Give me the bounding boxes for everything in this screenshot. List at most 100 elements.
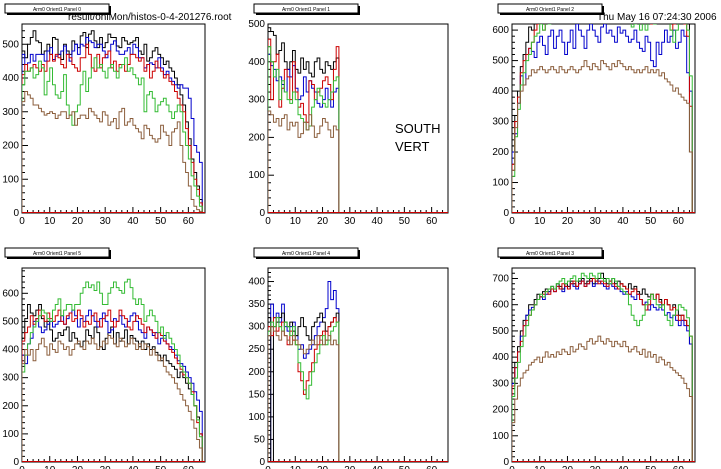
x-tick-label: 30 (100, 465, 112, 469)
x-tick-label: 20 (562, 465, 574, 469)
series-brown (268, 110, 340, 213)
y-tick-label: 100 (2, 429, 19, 440)
y-tick-label: 100 (2, 174, 19, 185)
histogram-panel-3: Arm0 Orient1 Panel 501020304050600100200… (2, 247, 206, 469)
series-brown (268, 326, 340, 462)
x-tick-label: 10 (44, 465, 56, 469)
y-tick-label: 500 (2, 316, 19, 327)
series-green (512, 24, 693, 213)
x-tick-label: 20 (562, 216, 574, 227)
x-tick-label: 40 (372, 216, 384, 227)
x-tick-label: 60 (673, 216, 685, 227)
y-tick-label: 300 (248, 322, 265, 333)
y-tick-label: 400 (2, 345, 19, 356)
x-tick-label: 30 (590, 216, 602, 227)
y-tick-label: 200 (2, 401, 19, 412)
y-tick-label: 200 (492, 147, 509, 158)
x-tick-label: 0 (19, 465, 25, 469)
chart-title: Arm0 Orient1 Panel 3 (526, 251, 574, 257)
y-tick-label: 300 (2, 107, 19, 118)
plot-frame (267, 267, 449, 463)
series-brown (512, 335, 693, 462)
x-tick-label: 10 (44, 216, 56, 227)
y-tick-label: 200 (492, 405, 509, 416)
title-tab (497, 247, 603, 258)
title-tab (497, 3, 603, 14)
y-tick-label: 300 (248, 95, 265, 106)
chart-title: Arm0 Orient1 Panel 1 (282, 7, 330, 13)
y-tick-label: 250 (248, 344, 265, 355)
y-tick-label: 400 (492, 352, 509, 363)
x-tick-label: 60 (673, 465, 685, 469)
y-tick-label: 100 (248, 170, 265, 181)
histogram-panel-4: Arm0 Orient1 Panel 4 0 10 20 30 40 50 60 0 50 100 1… (248, 247, 449, 469)
x-tick-label: 40 (372, 465, 384, 469)
x-tick-label: 20 (317, 465, 329, 469)
series-brown (22, 334, 203, 462)
title-tab (4, 3, 110, 14)
series-brown (512, 60, 693, 213)
x-tick-label: 40 (127, 216, 139, 227)
x-tick-label: 50 (155, 216, 167, 227)
series-blue (512, 24, 693, 213)
y-tick-label: 500 (492, 56, 509, 67)
title-tab (253, 3, 359, 14)
y-tick-label: 0 (503, 208, 509, 219)
y-tick-label: 0 (259, 208, 265, 219)
x-tick-label: 0 (265, 216, 271, 227)
histogram-panel-5: Arm0 Orient1 Panel 301020304050600100200… (492, 247, 696, 469)
series-green (268, 46, 340, 213)
y-tick-label: 50 (254, 434, 266, 445)
x-tick-label: 0 (19, 216, 25, 227)
series-black (512, 24, 693, 213)
y-tick-label: 700 (492, 273, 509, 284)
series-green (268, 317, 340, 462)
x-tick-label: 50 (399, 465, 411, 469)
x-tick-label: 60 (183, 216, 195, 227)
x-tick-label: 10 (290, 216, 302, 227)
series-black (512, 272, 693, 462)
x-tick-label: 40 (127, 465, 139, 469)
annotation-vert: VERT (395, 139, 430, 154)
x-tick-label: 60 (426, 216, 438, 227)
series-black (268, 27, 340, 213)
y-tick-label: 500 (2, 39, 19, 50)
x-tick-label: 10 (534, 465, 546, 469)
y-tick-label: 400 (248, 57, 265, 68)
y-tick-label: 0 (13, 208, 19, 219)
series-red (22, 309, 203, 462)
y-tick-label: 350 (248, 299, 265, 310)
y-tick-label: 400 (492, 86, 509, 97)
series-black (22, 304, 203, 462)
annotation-south: SOUTH (395, 121, 441, 136)
series-blue (22, 37, 203, 213)
histogram-panel-2: Arm0 Orient1 Panel 20 10 20 30 40 50 600100200… (492, 3, 696, 227)
y-tick-label: 600 (492, 300, 509, 311)
y-tick-label: 0 (503, 457, 509, 468)
x-tick-label: 50 (399, 216, 411, 227)
chart-title: Arm0 Orient1 Panel 0 (33, 7, 81, 13)
x-tick-label: 0 (509, 465, 515, 469)
x-tick-label: 30 (344, 465, 356, 469)
y-tick-label: 500 (248, 19, 265, 30)
y-tick-label: 300 (492, 117, 509, 128)
series-red (512, 24, 693, 213)
histogram-panel-0: Arm0 Orient1 Panel 0 0 10 20 30 40 50 60 0 100 200… (2, 3, 206, 227)
y-tick-label: 300 (492, 378, 509, 389)
x-tick-label: 40 (617, 465, 629, 469)
chart-title: Arm0 Orient1 Panel 2 (526, 7, 574, 13)
histogram-panel-1: Arm0 Orient1 Panel 1 0 10 20 30 40 50 60 0 100 200… (248, 3, 449, 227)
y-tick-label: 400 (248, 277, 265, 288)
y-tick-label: 600 (492, 25, 509, 36)
x-tick-label: 60 (426, 465, 438, 469)
title-tab (253, 247, 359, 258)
plot-frame (21, 267, 206, 463)
y-tick-label: 600 (2, 288, 19, 299)
x-tick-label: 30 (344, 216, 356, 227)
y-tick-label: 150 (248, 389, 265, 400)
x-tick-label: 60 (183, 465, 195, 469)
y-tick-label: 100 (248, 412, 265, 423)
x-tick-label: 30 (100, 216, 112, 227)
y-tick-label: 0 (259, 457, 265, 468)
title-tab (4, 247, 110, 258)
